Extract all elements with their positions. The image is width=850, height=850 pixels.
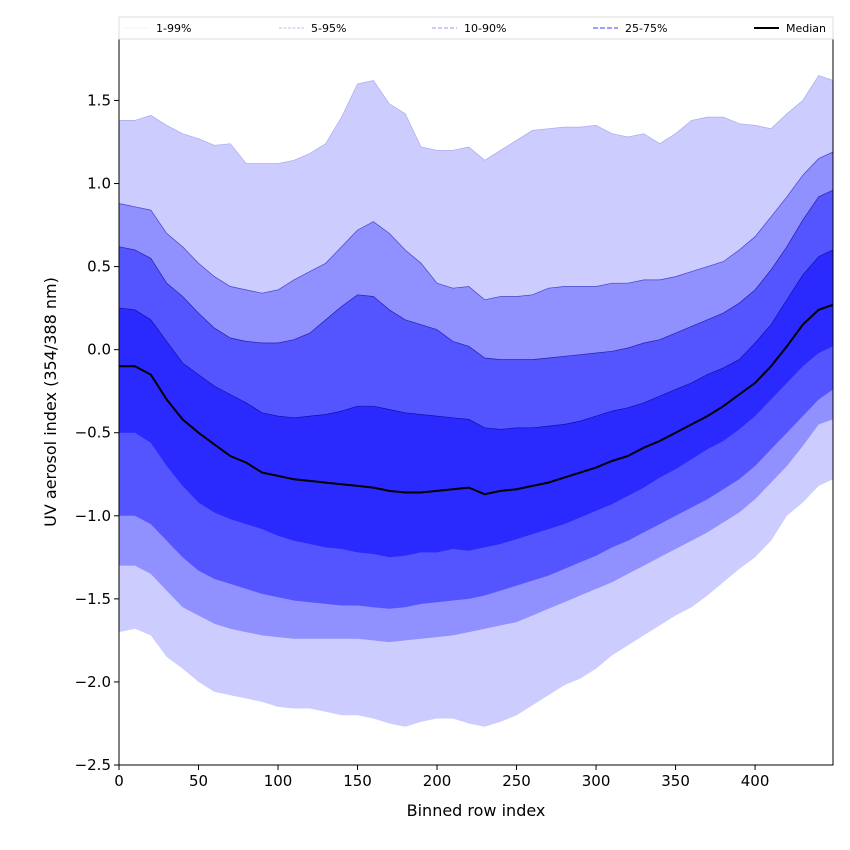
legend-item: 10-90%: [432, 22, 506, 35]
legend-item: 5-95%: [279, 22, 346, 35]
percentile-bands: [118, 75, 834, 727]
y-tick-label: −2.0: [75, 673, 111, 691]
y-tick-label: −2.5: [75, 756, 111, 774]
y-tick-label: −0.5: [75, 424, 111, 442]
legend-label: 1-99%: [156, 22, 191, 35]
x-tick-label: 100: [264, 772, 293, 790]
legend-box: [118, 16, 834, 40]
x-tick-label: 50: [189, 772, 208, 790]
x-axis: 0 50 100 150 200 250 300 350 400: [114, 765, 769, 790]
legend-label: Median: [786, 22, 826, 35]
x-tick-label: 150: [343, 772, 372, 790]
x-tick-label: 250: [502, 772, 531, 790]
y-tick-label: 1.5: [87, 91, 111, 109]
band-upper-edge: [118, 249, 834, 430]
legend-item: Median: [754, 22, 826, 35]
y-tick-label: −1.5: [75, 590, 111, 608]
y-axis: −2.5 −2.0 −1.5 −1.0 −0.5 0.0 0.5 1.0 1.5: [75, 91, 119, 774]
legend-item: 1-99%: [124, 22, 191, 35]
x-axis-label: Binned row index: [407, 801, 546, 820]
legend: 1-99% 5-95% 10-90% 25-75% Median: [118, 16, 834, 40]
median-line: [119, 303, 834, 496]
x-tick-label: 200: [423, 772, 452, 790]
legend-label: 10-90%: [464, 22, 506, 35]
legend-label: 5-95%: [311, 22, 346, 35]
x-tick-label: 300: [582, 772, 611, 790]
band-upper-edge: [118, 189, 834, 360]
x-tick-label: 400: [741, 772, 770, 790]
band-upper-edge: [118, 151, 834, 301]
y-axis-label: UV aerosol index (354/388 nm): [41, 277, 60, 527]
y-tick-label: −1.0: [75, 507, 111, 525]
y-tick-label: 0.0: [87, 341, 111, 359]
x-tick-label: 350: [661, 772, 690, 790]
band-upper-edge: [119, 75, 834, 164]
x-tick-label: 0: [114, 772, 124, 790]
legend-item: 25-75%: [593, 22, 667, 35]
legend-label: 25-75%: [625, 22, 667, 35]
y-tick-label: 0.5: [87, 258, 111, 276]
y-tick-label: 1.0: [87, 175, 111, 193]
